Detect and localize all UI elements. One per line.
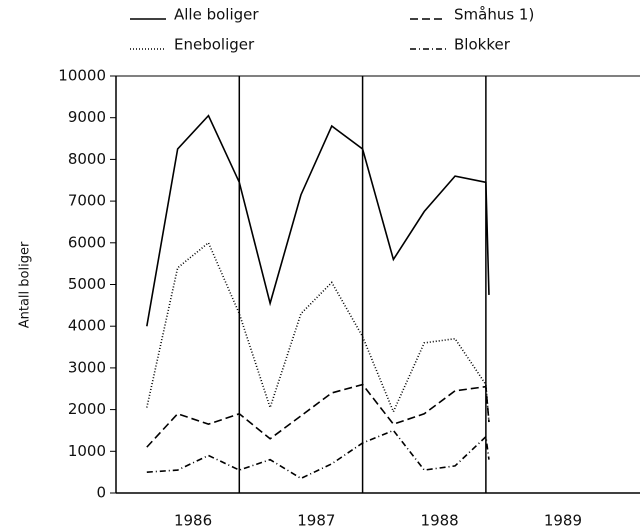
series-line [146,383,490,448]
y-axis-label: Antall boliger [18,241,33,328]
legend-label: Alle boliger [174,6,259,24]
y-tick-label: 8000 [68,150,106,168]
y-tick-label: 0 [96,484,106,502]
y-tick-label: 2000 [68,400,106,418]
x-tick-label: 1989 [544,512,582,530]
legend-label: Småhus 1) [454,6,534,24]
x-tick-label: 1986 [174,512,212,530]
y-tick-label: 10000 [58,67,106,85]
y-tick-label: 4000 [68,317,106,335]
series-line [146,429,490,480]
y-tick-label: 5000 [68,275,106,293]
y-tick-label: 7000 [68,192,106,210]
x-tick-label: 1987 [297,512,335,530]
series-line [146,241,490,423]
y-tick-label: 3000 [68,358,106,376]
y-tick-label: 9000 [68,108,106,126]
legend-label: Eneboliger [174,36,255,54]
legend-label: Blokker [454,36,511,54]
y-tick-label: 1000 [68,442,106,460]
x-tick-label: 1988 [421,512,459,530]
y-tick-label: 6000 [68,233,106,251]
series-line [146,114,490,327]
